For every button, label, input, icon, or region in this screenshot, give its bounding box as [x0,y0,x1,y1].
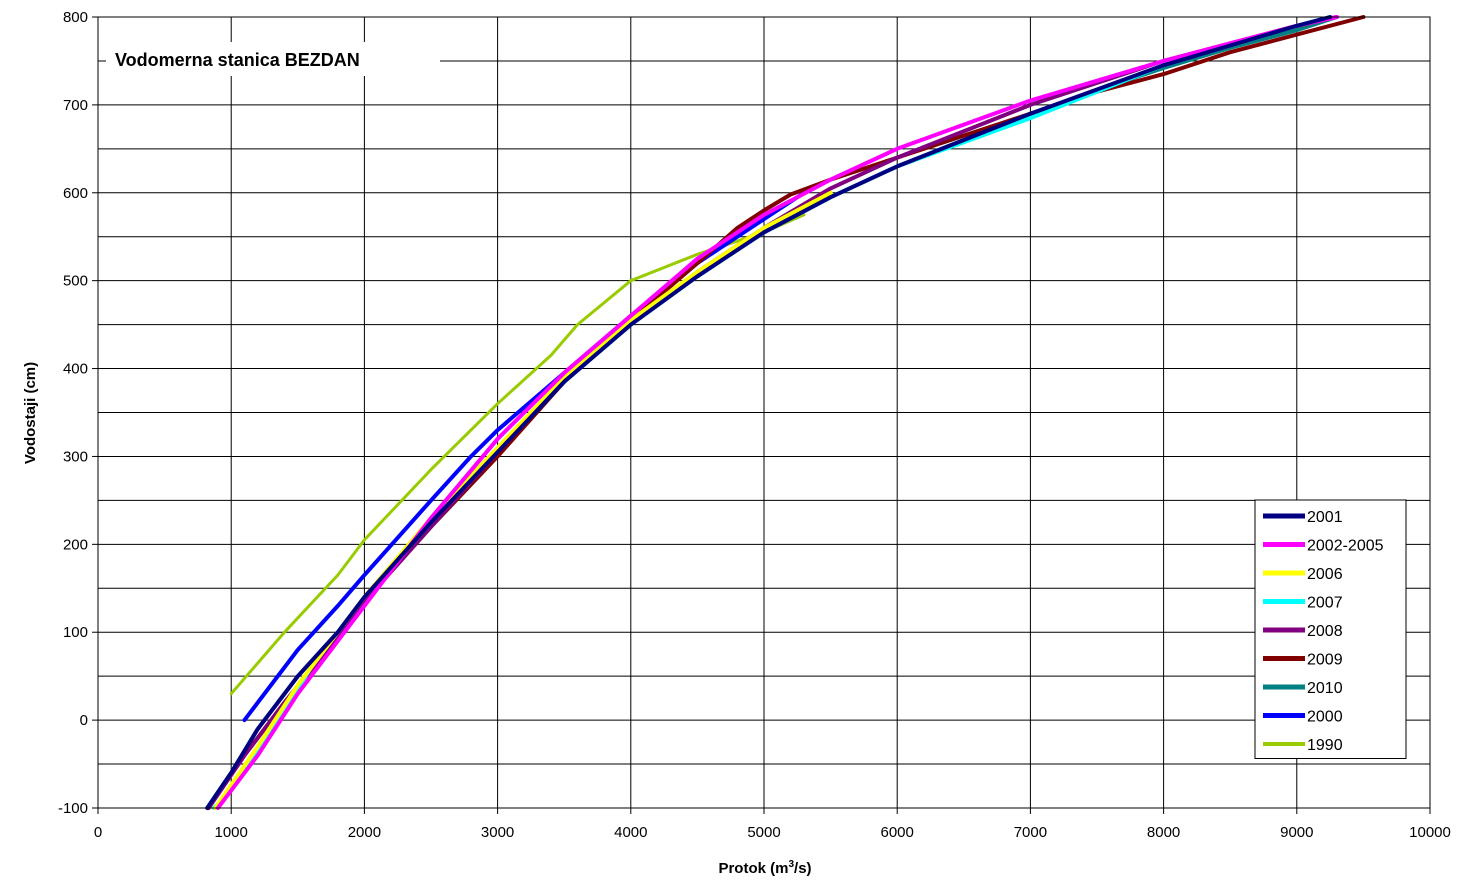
x-tick-label: 10000 [1409,824,1451,841]
x-tick-label: 2000 [348,824,381,841]
x-tick-label: 3000 [481,824,514,841]
y-axis-title: Vodostaji (cm) [22,362,39,464]
chart-title: Vodomerna stanica BEZDAN [115,50,360,70]
y-tick-label: 200 [63,536,88,553]
series-line-1990 [229,213,806,696]
legend-label-2001: 2001 [1307,509,1343,526]
legend-label-2002-2005: 2002-2005 [1307,538,1384,555]
axes: 0 1000 2000 3000 4000 5000 6000 7000 8000 9000 100… [58,9,1451,841]
y-tick-label: 100 [63,624,88,641]
legend-label-1990: 1990 [1307,737,1343,754]
legend-label-2000: 2000 [1307,709,1343,726]
y-tick-label: 0 [80,712,88,729]
x-tick-label: 6000 [881,824,914,841]
y-tick-label: 700 [63,97,88,114]
y-tick-label: 300 [63,448,88,465]
y-tick-label: 600 [63,185,88,202]
series-lines [205,15,1366,810]
series-line-2006 [213,190,833,810]
x-tick-label: 5000 [747,824,780,841]
y-tick-label: -100 [58,800,88,817]
y-tick-label: 400 [63,361,88,378]
x-tick-label: 9000 [1280,824,1313,841]
y-tick-label: 500 [63,273,88,290]
x-tick-label: 0 [94,824,102,841]
legend-label-2007: 2007 [1307,595,1343,612]
x-tick-label: 1000 [215,824,248,841]
x-tick-label: 4000 [614,824,647,841]
legend: 2001 2002-2005 2006 2007 2008 2009 2010 2000 199… [1254,499,1407,759]
legend-label-2009: 2009 [1307,652,1343,669]
legend-label-2008: 2008 [1307,623,1343,640]
x-tick-label: 8000 [1147,824,1180,841]
x-tick-label: 7000 [1014,824,1047,841]
series-line-2001 [205,15,1333,810]
chart-title-box: Vodomerna stanica BEZDAN [106,42,440,76]
y-tick-label: 800 [63,9,88,26]
x-axis-title: Protok (m3/s) [718,859,811,877]
legend-label-2010: 2010 [1307,680,1343,697]
legend-label-2006: 2006 [1307,566,1343,583]
series-line-2002-2005 [215,15,1339,810]
